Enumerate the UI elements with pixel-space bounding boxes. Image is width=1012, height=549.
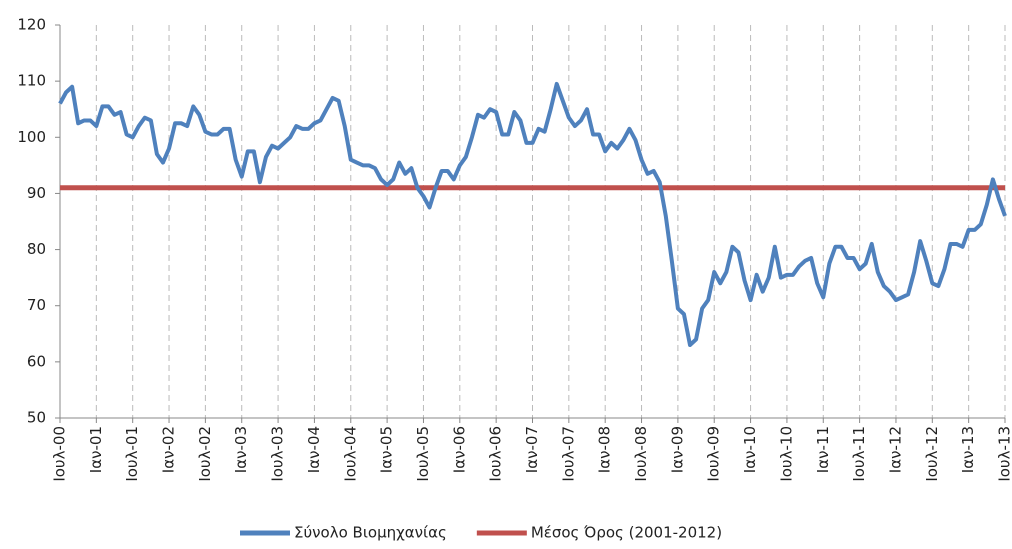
x-tick-label: Ιαν-03 [232, 426, 250, 473]
y-tick-label: 100 [17, 128, 46, 146]
x-tick-label: Ιουλ-06 [487, 426, 505, 482]
y-tick-label: 90 [27, 184, 46, 202]
x-tick-label: Ιουλ-13 [996, 426, 1012, 482]
y-tick-label: 70 [27, 296, 46, 314]
x-tick-label: Ιαν-05 [378, 426, 396, 473]
x-tick-label: Ιουλ-04 [341, 426, 359, 482]
x-tick-label: Ιουλ-10 [777, 426, 795, 482]
x-tick-label: Ιαν-08 [596, 426, 614, 473]
x-tick-label: Ιαν-12 [886, 426, 904, 473]
x-tick-label: Ιαν-07 [523, 426, 541, 473]
x-tick-label: Ιαν-11 [814, 426, 832, 473]
x-tick-label: Ιαν-13 [959, 426, 977, 473]
x-tick-label: Ιουλ-00 [51, 426, 69, 482]
y-tick-label: 110 [17, 72, 46, 90]
x-tick-label: Ιουλ-07 [559, 426, 577, 482]
y-tick-label: 60 [27, 352, 46, 370]
x-tick-label: Ιουλ-12 [923, 426, 941, 482]
x-tick-label: Ιαν-10 [741, 426, 759, 473]
x-tick-label: Ιαν-06 [450, 426, 468, 473]
x-tick-label: Ιουλ-11 [850, 426, 868, 482]
x-tick-label: Ιουλ-08 [632, 426, 650, 482]
y-tick-label: 50 [27, 409, 46, 427]
x-tick-label: Ιουλ-01 [123, 426, 141, 482]
y-tick-label: 80 [27, 240, 46, 258]
legend-label: Σύνολο Βιομηχανίας [294, 524, 447, 542]
x-tick-label: Ιαν-01 [87, 426, 105, 473]
x-tick-label: Ιουλ-02 [196, 426, 214, 482]
x-tick-label: Ιουλ-09 [705, 426, 723, 482]
legend-label: Μέσος Όρος (2001-2012) [531, 524, 722, 542]
x-tick-label: Ιουλ-03 [269, 426, 287, 482]
y-tick-label: 120 [17, 16, 46, 34]
x-tick-label: Ιαν-04 [305, 426, 323, 473]
x-tick-label: Ιαν-09 [668, 426, 686, 473]
x-tick-label: Ιαν-02 [160, 426, 178, 473]
x-tick-label: Ιουλ-05 [414, 426, 432, 482]
